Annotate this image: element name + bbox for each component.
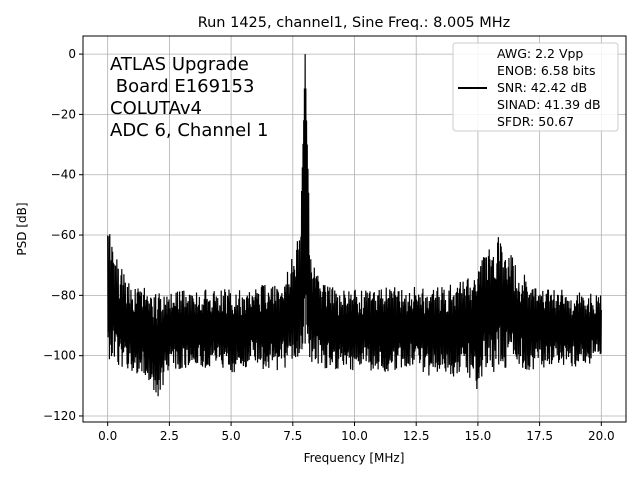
y-tick-label: −80	[51, 288, 76, 302]
y-tick-label: −60	[51, 228, 76, 242]
legend-entry-line-4: SINAD: 41.39 dB	[497, 97, 601, 112]
x-tick-label: 7.5	[283, 429, 302, 443]
y-tick-label: −20	[51, 107, 76, 121]
series-psd	[107, 54, 602, 397]
annotation-text: ATLAS Upgrade Board E169153 COLUTAv4 ADC…	[110, 54, 268, 141]
x-tick-label: 10.0	[341, 429, 368, 443]
legend-entry-line-1: AWG: 2.2 Vpp	[497, 46, 583, 61]
y-tick-label: 0	[68, 47, 76, 61]
y-tick-label: −100	[43, 349, 76, 363]
x-tick-label: 2.5	[160, 429, 179, 443]
legend-entry-line-5: SFDR: 50.67	[497, 114, 574, 129]
annotation-line-3: COLUTAv4	[110, 98, 202, 119]
legend: AWG: 2.2 Vpp ENOB: 6.58 bits SNR: 42.42 …	[452, 42, 619, 132]
legend-box	[452, 42, 619, 132]
x-tick-label: 0.0	[98, 429, 117, 443]
annotation-line-4: ADC 6, Channel 1	[110, 120, 268, 141]
psd-line	[107, 54, 602, 397]
axis-ticks: 0.0 2.5 5.0 7.5 10.0 12.5 15.0 17.5 20.0 0 −20 −40 −…	[43, 47, 615, 443]
y-axis-label: PSD [dB]	[15, 202, 29, 255]
x-tick-label: 17.5	[526, 429, 553, 443]
x-tick-label: 5.0	[222, 429, 241, 443]
chart-title: Run 1425, channel1, Sine Freq.: 8.005 MH…	[198, 15, 511, 31]
x-tick-label: 20.0	[588, 429, 615, 443]
x-axis-label: Frequency [MHz]	[304, 451, 405, 465]
y-tick-label: −40	[51, 168, 76, 182]
x-tick-label: 12.5	[403, 429, 430, 443]
y-tick-label: −120	[43, 409, 76, 423]
legend-entry-line-3: SNR: 42.42 dB	[497, 80, 587, 95]
legend-entry-line-2: ENOB: 6.58 bits	[497, 63, 595, 78]
annotation-line-1: ATLAS Upgrade	[110, 54, 249, 75]
annotation-line-2: Board E169153	[110, 76, 254, 97]
x-tick-label: 15.0	[465, 429, 492, 443]
